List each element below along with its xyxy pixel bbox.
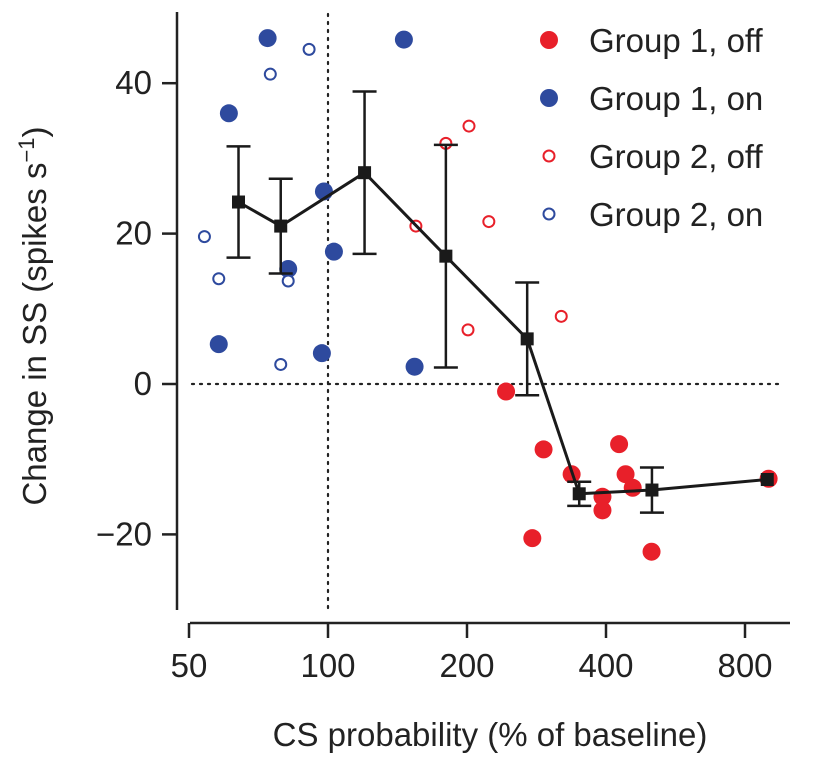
y-axis-title-close: ) bbox=[16, 126, 53, 137]
data-points bbox=[197, 29, 778, 561]
mean-marker bbox=[520, 332, 534, 346]
data-point-filled bbox=[642, 542, 661, 561]
x-tick-label: 50 bbox=[171, 647, 208, 684]
data-point-filled bbox=[209, 335, 228, 354]
legend-label: Group 1, off bbox=[589, 22, 764, 59]
legend: Group 1, off Group 1, on Group 2, off Group… bbox=[540, 22, 764, 233]
mean-marker bbox=[274, 219, 288, 233]
y-axis-title: Change in SS (spikes s−1) bbox=[14, 126, 53, 505]
y-tick-label: −20 bbox=[96, 515, 152, 552]
x-tick-label: 400 bbox=[578, 647, 633, 684]
y-tick-label: 20 bbox=[115, 215, 152, 252]
x-tick-label: 800 bbox=[717, 647, 772, 684]
legend-marker-filled bbox=[540, 31, 558, 49]
reference-lines bbox=[190, 12, 780, 610]
data-point-filled bbox=[405, 357, 424, 376]
axes bbox=[175, 12, 790, 625]
x-axis-title: CS probability (% of baseline) bbox=[273, 716, 708, 753]
data-point-filled bbox=[497, 382, 516, 401]
legend-marker-filled bbox=[540, 89, 558, 107]
data-point-open bbox=[281, 274, 295, 288]
data-point-filled bbox=[523, 529, 542, 548]
mean-marker bbox=[439, 249, 453, 263]
data-point-filled bbox=[394, 30, 413, 49]
legend-label: Group 2, on bbox=[589, 196, 763, 233]
legend-marker-open bbox=[542, 149, 556, 163]
data-point-open bbox=[212, 272, 226, 286]
y-axis-title-main: Change in SS (spikes s bbox=[16, 163, 53, 506]
data-point-filled bbox=[219, 104, 238, 123]
data-point-open bbox=[482, 215, 496, 229]
data-point-filled bbox=[324, 242, 343, 261]
mean-marker bbox=[232, 195, 246, 209]
data-point-open bbox=[461, 323, 475, 337]
mean-marker bbox=[572, 487, 586, 501]
data-point-filled bbox=[616, 465, 635, 484]
data-point-filled bbox=[593, 501, 612, 520]
mean-series bbox=[226, 90, 774, 514]
x-tick-label: 100 bbox=[300, 647, 355, 684]
data-point-filled bbox=[534, 440, 553, 459]
data-point-open bbox=[554, 309, 568, 323]
data-point-filled bbox=[312, 344, 331, 363]
y-axis-title-superscript: −1 bbox=[14, 137, 39, 162]
y-ticks: 40 20 0 −20 bbox=[96, 64, 177, 552]
data-point-open bbox=[462, 119, 476, 133]
mean-marker bbox=[645, 483, 659, 497]
y-tick-label: 0 bbox=[134, 365, 152, 402]
mean-marker bbox=[760, 473, 774, 487]
x-ticks: 50 100 200 400 800 bbox=[171, 623, 773, 684]
mean-line bbox=[237, 171, 768, 496]
legend-marker-open bbox=[542, 207, 556, 221]
y-tick-label: 40 bbox=[115, 64, 152, 101]
data-point-open bbox=[274, 357, 288, 371]
mean-marker bbox=[358, 166, 372, 180]
x-tick-label: 200 bbox=[439, 647, 494, 684]
data-point-filled bbox=[258, 29, 277, 48]
data-point-filled bbox=[610, 435, 629, 454]
legend-label: Group 2, off bbox=[589, 138, 764, 175]
data-point-filled bbox=[623, 478, 642, 497]
data-point-open bbox=[197, 230, 211, 244]
legend-label: Group 1, on bbox=[589, 80, 763, 117]
data-point-open bbox=[263, 67, 277, 81]
data-point-open bbox=[302, 42, 316, 56]
